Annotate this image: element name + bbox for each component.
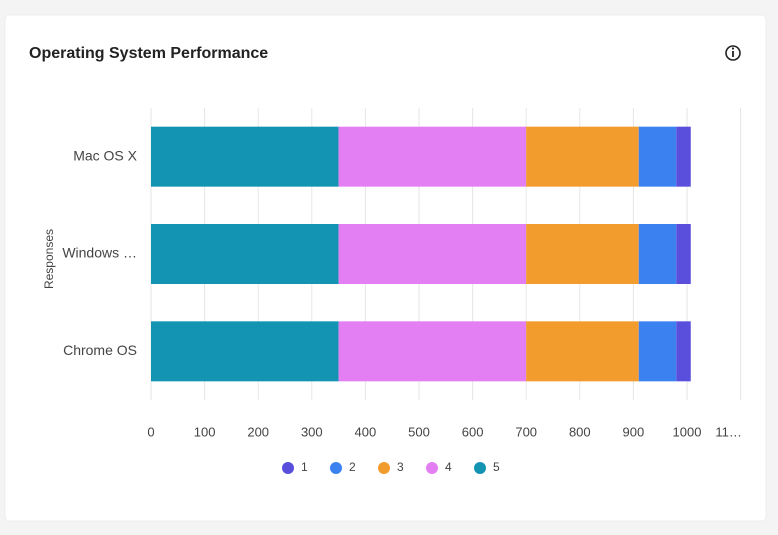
bar-segment [526, 126, 639, 187]
legend-label: 2 [349, 460, 356, 474]
legend-marker [282, 462, 294, 474]
bar-segment [526, 321, 639, 382]
x-tick-label: 700 [515, 424, 537, 439]
x-tick-label: 500 [408, 424, 430, 439]
bar-segment [638, 224, 677, 284]
bar-segment [151, 126, 339, 187]
bar-segment [676, 224, 691, 284]
bar-segment [151, 321, 339, 382]
legend-label: 3 [397, 460, 404, 474]
legend-label: 1 [301, 460, 308, 474]
x-tick-label: 800 [569, 424, 591, 439]
bar-segment [338, 224, 527, 284]
bar-segment [526, 224, 639, 284]
y-axis-label: Responses [42, 229, 56, 289]
legend-marker [330, 462, 342, 474]
bar-segment [338, 126, 527, 187]
y-tick-label: Windows … [62, 245, 137, 261]
x-tick-label: 11… [715, 424, 742, 439]
x-tick-label: 0 [147, 424, 154, 439]
x-tick-label: 300 [301, 424, 323, 439]
x-tick-label: 200 [247, 424, 269, 439]
x-tick-label: 600 [462, 424, 484, 439]
legend-marker [378, 462, 390, 474]
legend-marker [426, 462, 438, 474]
x-tick-label: 100 [194, 424, 216, 439]
bar-segment [151, 224, 339, 284]
x-tick-label: 400 [355, 424, 377, 439]
info-icon[interactable] [725, 45, 741, 61]
x-tick-label: 1000 [673, 424, 702, 439]
legend-label: 5 [493, 460, 500, 474]
bar-segment [338, 321, 527, 382]
bar-segment [676, 321, 691, 382]
bar-segment [638, 126, 677, 187]
chart-title: Operating System Performance [29, 45, 268, 62]
legend-label: 4 [445, 460, 452, 474]
y-tick-label: Chrome OS [63, 342, 137, 358]
x-tick-label: 900 [623, 424, 645, 439]
y-tick-label: Mac OS X [73, 147, 137, 163]
legend-marker [474, 462, 486, 474]
bar-segment [676, 126, 691, 187]
bar-segment [638, 321, 677, 382]
